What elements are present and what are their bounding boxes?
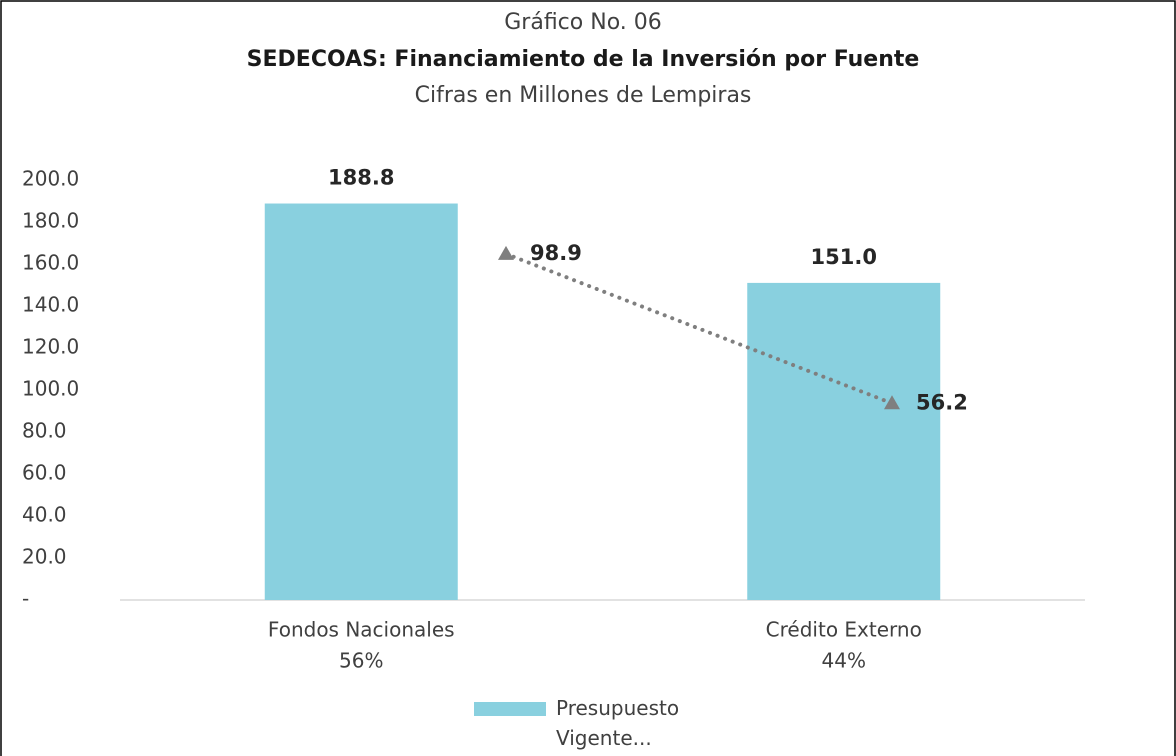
x-tick-share: 56% bbox=[339, 649, 383, 673]
y-tick-label: 60.0 bbox=[22, 461, 67, 485]
y-tick-label: 80.0 bbox=[22, 419, 67, 443]
y-tick-label: 200.0 bbox=[22, 167, 79, 191]
chart-title: Gráfico No. 06 bbox=[504, 10, 662, 35]
y-tick-label: 180.0 bbox=[22, 209, 79, 233]
y-tick-label: 100.0 bbox=[22, 377, 79, 401]
legend-label: Presupuesto Vigente... bbox=[556, 696, 680, 750]
data-label: 151.0 bbox=[811, 245, 877, 269]
y-tick-label: 120.0 bbox=[22, 335, 79, 359]
marker bbox=[884, 395, 900, 410]
legend-swatch bbox=[474, 702, 546, 716]
y-tick-label: - bbox=[22, 587, 29, 611]
x-tick-label: Crédito Externo bbox=[766, 618, 922, 642]
x-tick-share: 44% bbox=[822, 649, 866, 673]
marker bbox=[498, 245, 514, 260]
x-tick-label: Fondos Nacionales bbox=[268, 618, 455, 642]
data-label: 188.8 bbox=[328, 166, 394, 190]
y-tick-label: 20.0 bbox=[22, 545, 67, 569]
y-tick-label: 160.0 bbox=[22, 251, 79, 275]
bar bbox=[264, 203, 458, 600]
chart-subtitle: SEDECOAS: Financiamiento de la Inversión… bbox=[247, 47, 920, 72]
chart-note: Cifras en Millones de Lempiras bbox=[415, 83, 752, 108]
y-tick-label: 40.0 bbox=[22, 503, 67, 527]
y-tick-label: 140.0 bbox=[22, 293, 79, 317]
data-label: 56.2 bbox=[916, 390, 968, 414]
bar bbox=[747, 282, 941, 600]
data-label: 98.9 bbox=[530, 241, 582, 265]
